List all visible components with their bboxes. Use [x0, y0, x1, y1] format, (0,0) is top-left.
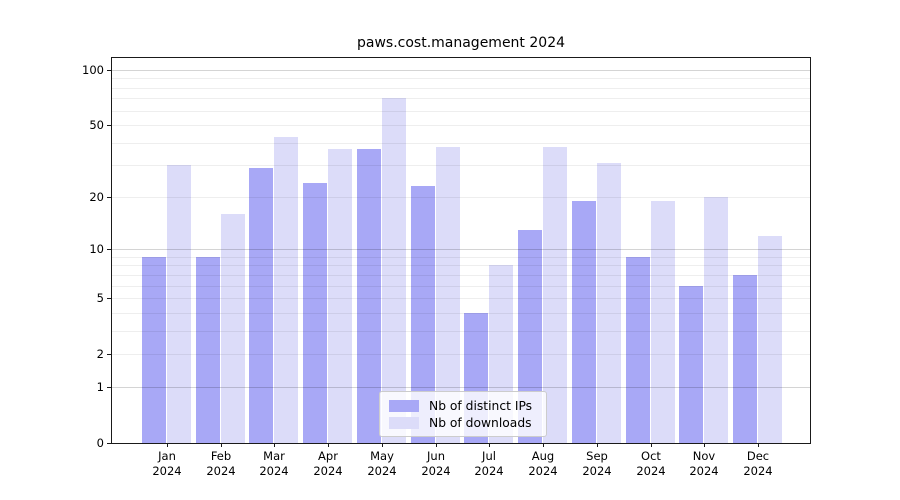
y-tick-label-1: 1 — [96, 380, 104, 394]
y-tick-mark-20 — [107, 197, 111, 198]
y-tick-label-10: 10 — [89, 242, 104, 256]
x-tick-mark-jan — [167, 443, 168, 447]
y-tick-mark-5 — [107, 298, 111, 299]
y-tick-mark-10 — [107, 249, 111, 250]
gridline-90 — [112, 78, 810, 79]
gridline-30 — [112, 165, 810, 166]
x-tick-mark-may — [382, 443, 383, 447]
gridline-8 — [112, 265, 810, 266]
x-tick-mark-sep — [597, 443, 598, 447]
x-tick-mark-apr — [328, 443, 329, 447]
gridline-40 — [112, 143, 810, 144]
legend-item-downloads: Nb of downloads — [386, 414, 540, 431]
gridline-100 — [112, 70, 810, 71]
bar-downloads-nov — [704, 196, 729, 443]
gridline-1 — [112, 387, 810, 388]
y-tick-label-20: 20 — [89, 190, 104, 204]
gridline-9 — [112, 257, 810, 258]
y-tick-label-50: 50 — [89, 118, 104, 132]
plot-area — [111, 57, 811, 444]
x-tick-label-aug: Aug 2024 — [528, 449, 558, 478]
legend: Nb of distinct IPs Nb of downloads — [379, 391, 547, 437]
bar-downloads-feb — [220, 214, 245, 443]
x-tick-label-sep: Sep 2024 — [582, 449, 612, 478]
x-tick-mark-dec — [758, 443, 759, 447]
bar-distinct-ips-mar — [249, 168, 274, 443]
bar-downloads-apr — [328, 149, 353, 443]
gridline-2 — [112, 354, 810, 355]
gridline-6 — [112, 286, 810, 287]
x-tick-mark-oct — [651, 443, 652, 447]
x-tick-label-apr: Apr 2024 — [313, 449, 343, 478]
gridline-7 — [112, 275, 810, 276]
y-tick-label-5: 5 — [96, 291, 104, 305]
gridline-70 — [112, 98, 810, 99]
legend-label-distinct-ips: Nb of distinct IPs — [429, 398, 533, 413]
y-tick-mark-100 — [107, 70, 111, 71]
x-tick-label-feb: Feb 2024 — [206, 449, 236, 478]
y-tick-label-2: 2 — [96, 347, 104, 361]
bar-downloads-oct — [650, 200, 675, 443]
x-tick-mark-mar — [274, 443, 275, 447]
bar-distinct-ips-oct — [625, 256, 650, 443]
bar-distinct-ips-dec — [733, 274, 758, 443]
bar-downloads-aug — [543, 146, 568, 443]
bar-downloads-may — [381, 98, 406, 443]
y-tick-mark-50 — [107, 125, 111, 126]
chart-title: paws.cost.management 2024 — [356, 35, 566, 51]
gridline-10 — [112, 249, 810, 250]
x-tick-mark-feb — [221, 443, 222, 447]
gridline-3 — [112, 331, 810, 332]
gridline-50 — [112, 125, 810, 126]
bar-downloads-sep — [596, 162, 621, 443]
bar-distinct-ips-feb — [195, 256, 220, 443]
x-tick-label-jul: Jul 2024 — [474, 449, 504, 478]
y-tick-label-0: 0 — [96, 436, 104, 450]
x-tick-label-dec: Dec 2024 — [743, 449, 773, 478]
gridline-20 — [112, 197, 810, 198]
bar-downloads-dec — [758, 235, 783, 443]
legend-item-distinct-ips: Nb of distinct IPs — [386, 397, 540, 414]
x-tick-mark-nov — [704, 443, 705, 447]
bar-downloads-jan — [167, 165, 191, 443]
x-tick-mark-aug — [543, 443, 544, 447]
y-tick-mark-0 — [107, 443, 111, 444]
x-tick-label-jun: Jun 2024 — [421, 449, 451, 478]
gridline-80 — [112, 88, 810, 89]
gridline-4 — [112, 313, 810, 314]
x-tick-label-oct: Oct 2024 — [636, 449, 666, 478]
legend-swatch-distinct-ips-icon — [389, 399, 419, 412]
x-tick-mark-jul — [489, 443, 490, 447]
bar-distinct-ips-jan — [142, 256, 166, 443]
bar-distinct-ips-apr — [303, 182, 328, 443]
gridline-5 — [112, 298, 810, 299]
x-tick-label-may: May 2024 — [367, 449, 397, 478]
bar-downloads-mar — [274, 137, 299, 443]
y-tick-mark-2 — [107, 354, 111, 355]
bar-distinct-ips-nov — [679, 285, 704, 443]
legend-label-downloads: Nb of downloads — [429, 415, 532, 430]
x-tick-label-nov: Nov 2024 — [689, 449, 719, 478]
x-tick-mark-jun — [436, 443, 437, 447]
gridline-60 — [112, 111, 810, 112]
legend-swatch-downloads-icon — [389, 416, 419, 429]
x-tick-label-jan: Jan 2024 — [152, 449, 182, 478]
y-tick-mark-1 — [107, 387, 111, 388]
bar-distinct-ips-sep — [571, 200, 596, 443]
bar-distinct-ips-may — [356, 149, 381, 443]
x-tick-label-mar: Mar 2024 — [259, 449, 289, 478]
y-tick-label-100: 100 — [82, 63, 104, 77]
